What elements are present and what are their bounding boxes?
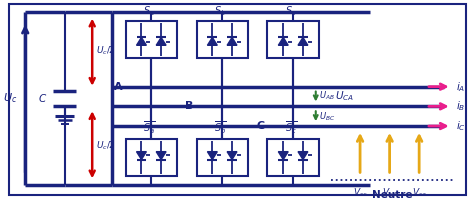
Bar xyxy=(267,139,319,176)
Text: $\overline{S_b}$: $\overline{S_b}$ xyxy=(214,119,227,136)
Polygon shape xyxy=(227,37,237,45)
Text: $V_{sc}$: $V_{sc}$ xyxy=(353,186,367,199)
Bar xyxy=(126,21,177,58)
Text: $U_{CA}$: $U_{CA}$ xyxy=(336,90,355,103)
Text: $C$: $C$ xyxy=(38,93,47,104)
Text: $i_B$: $i_B$ xyxy=(456,99,465,113)
Polygon shape xyxy=(208,152,217,160)
Text: $\overline{S_c}$: $\overline{S_c}$ xyxy=(285,119,297,136)
Polygon shape xyxy=(156,152,166,160)
Text: $U_{BC}$: $U_{BC}$ xyxy=(319,111,335,123)
Text: $S_c$: $S_c$ xyxy=(285,4,297,18)
Polygon shape xyxy=(137,152,146,160)
Polygon shape xyxy=(156,37,166,45)
Text: A: A xyxy=(114,82,123,92)
Polygon shape xyxy=(298,37,308,45)
Polygon shape xyxy=(298,152,308,160)
Text: $U_c$: $U_c$ xyxy=(3,92,18,105)
Text: $U_{AB}$: $U_{AB}$ xyxy=(319,89,335,102)
Bar xyxy=(267,21,319,58)
Text: C: C xyxy=(256,121,264,131)
Bar xyxy=(197,139,248,176)
Text: $S_b$: $S_b$ xyxy=(214,4,226,18)
Text: B: B xyxy=(185,101,194,111)
Text: $V_{sb}$: $V_{sb}$ xyxy=(382,186,397,199)
Text: $U_c/2$: $U_c/2$ xyxy=(96,140,116,152)
Polygon shape xyxy=(227,152,237,160)
Text: $i_A$: $i_A$ xyxy=(456,80,465,94)
Text: $S_a$: $S_a$ xyxy=(143,4,155,18)
Text: $\overline{S_a}$: $\overline{S_a}$ xyxy=(143,119,155,136)
Text: $U_c/2$: $U_c/2$ xyxy=(96,45,116,57)
Polygon shape xyxy=(137,37,146,45)
Bar xyxy=(197,21,248,58)
Text: $V_{sa}$: $V_{sa}$ xyxy=(412,186,427,199)
Text: Neutre: Neutre xyxy=(372,190,412,200)
Polygon shape xyxy=(278,152,288,160)
Polygon shape xyxy=(278,37,288,45)
Polygon shape xyxy=(208,37,217,45)
Text: $i_C$: $i_C$ xyxy=(456,119,465,133)
Bar xyxy=(126,139,177,176)
